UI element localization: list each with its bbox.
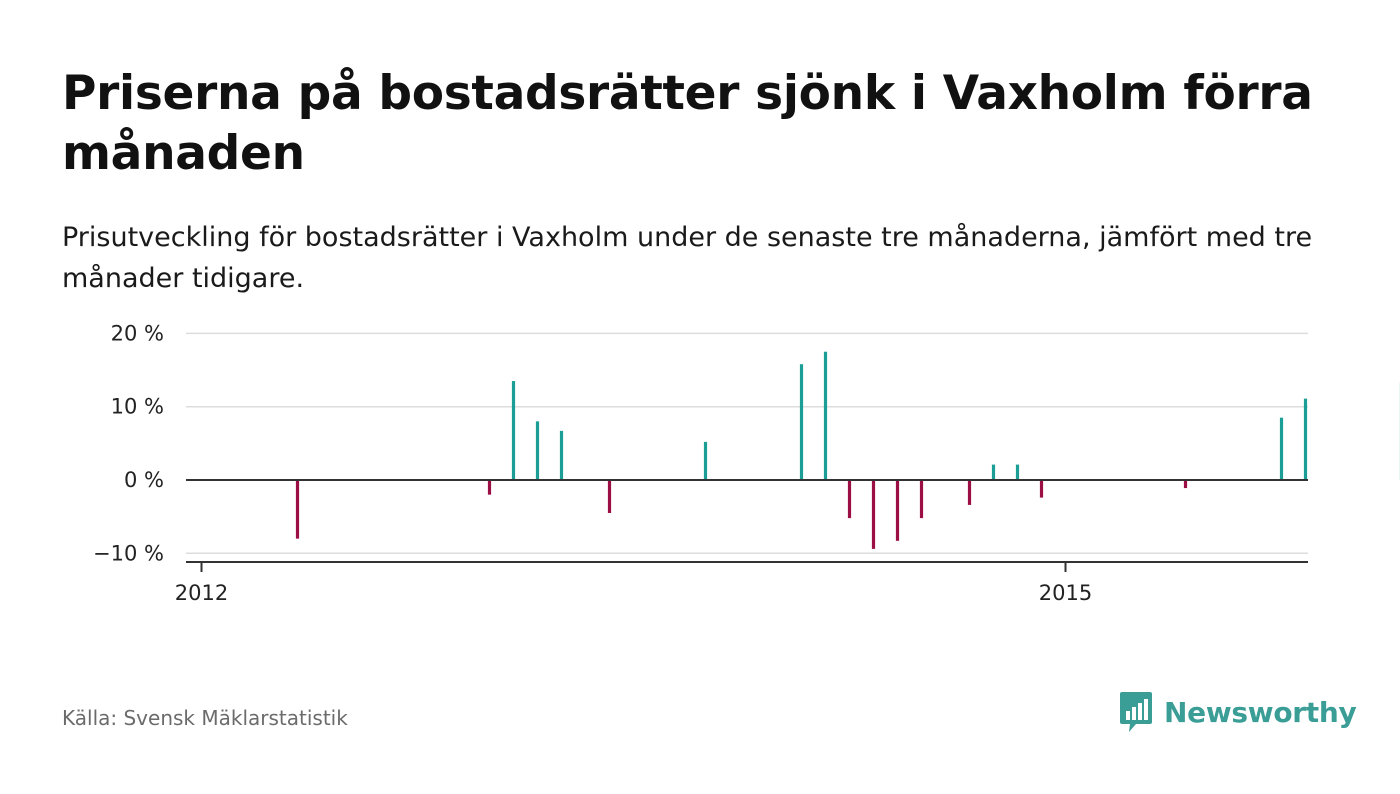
bar: [823, 351, 828, 480]
newsworthy-logo-icon: [1120, 692, 1152, 732]
brand-name: Newsworthy: [1164, 695, 1357, 729]
bar: [511, 381, 516, 480]
bar: [559, 430, 564, 480]
bar: [1039, 480, 1044, 498]
bar: [871, 480, 876, 549]
axis-labels: 20 %10 %0 %−10 %20122015201820212023−1 %: [93, 321, 1092, 605]
bar: [1303, 398, 1308, 480]
y-tick-label: 10 %: [111, 395, 164, 419]
price-change-chart: 20 %10 %0 %−10 %20122015201820212023−1 %: [93, 321, 1400, 605]
axes: [186, 479, 1308, 572]
bar: [919, 480, 924, 519]
chart-title: Priserna på bostadsrätter sjönk i Vaxhol…: [62, 66, 1313, 181]
bar: [799, 364, 804, 480]
y-tick-label: −10 %: [93, 541, 164, 565]
bar: [1183, 480, 1188, 489]
bar: [847, 480, 852, 519]
chart-subtitle: Prisutveckling för bostadsrätter i Vaxho…: [62, 222, 1313, 294]
bar: [895, 480, 900, 541]
brand-logo[interactable]: Newsworthy: [1118, 690, 1357, 734]
bar: [535, 421, 540, 480]
y-tick-label: 20 %: [111, 321, 164, 345]
x-tick-label: 2012: [175, 581, 228, 605]
bar: [295, 480, 300, 539]
source-note: Källa: Svensk Mäklarstatistik: [62, 706, 348, 730]
bar: [607, 480, 612, 513]
bar: [487, 480, 492, 495]
bars: [295, 351, 1400, 549]
x-tick-label: 2015: [1039, 581, 1092, 605]
bar: [703, 441, 708, 480]
y-tick-label: 0 %: [124, 468, 164, 492]
bar: [1015, 464, 1020, 480]
grid-lines: [186, 332, 1308, 555]
bar: [991, 464, 996, 480]
bar: [967, 480, 972, 505]
bar: [1279, 417, 1284, 480]
